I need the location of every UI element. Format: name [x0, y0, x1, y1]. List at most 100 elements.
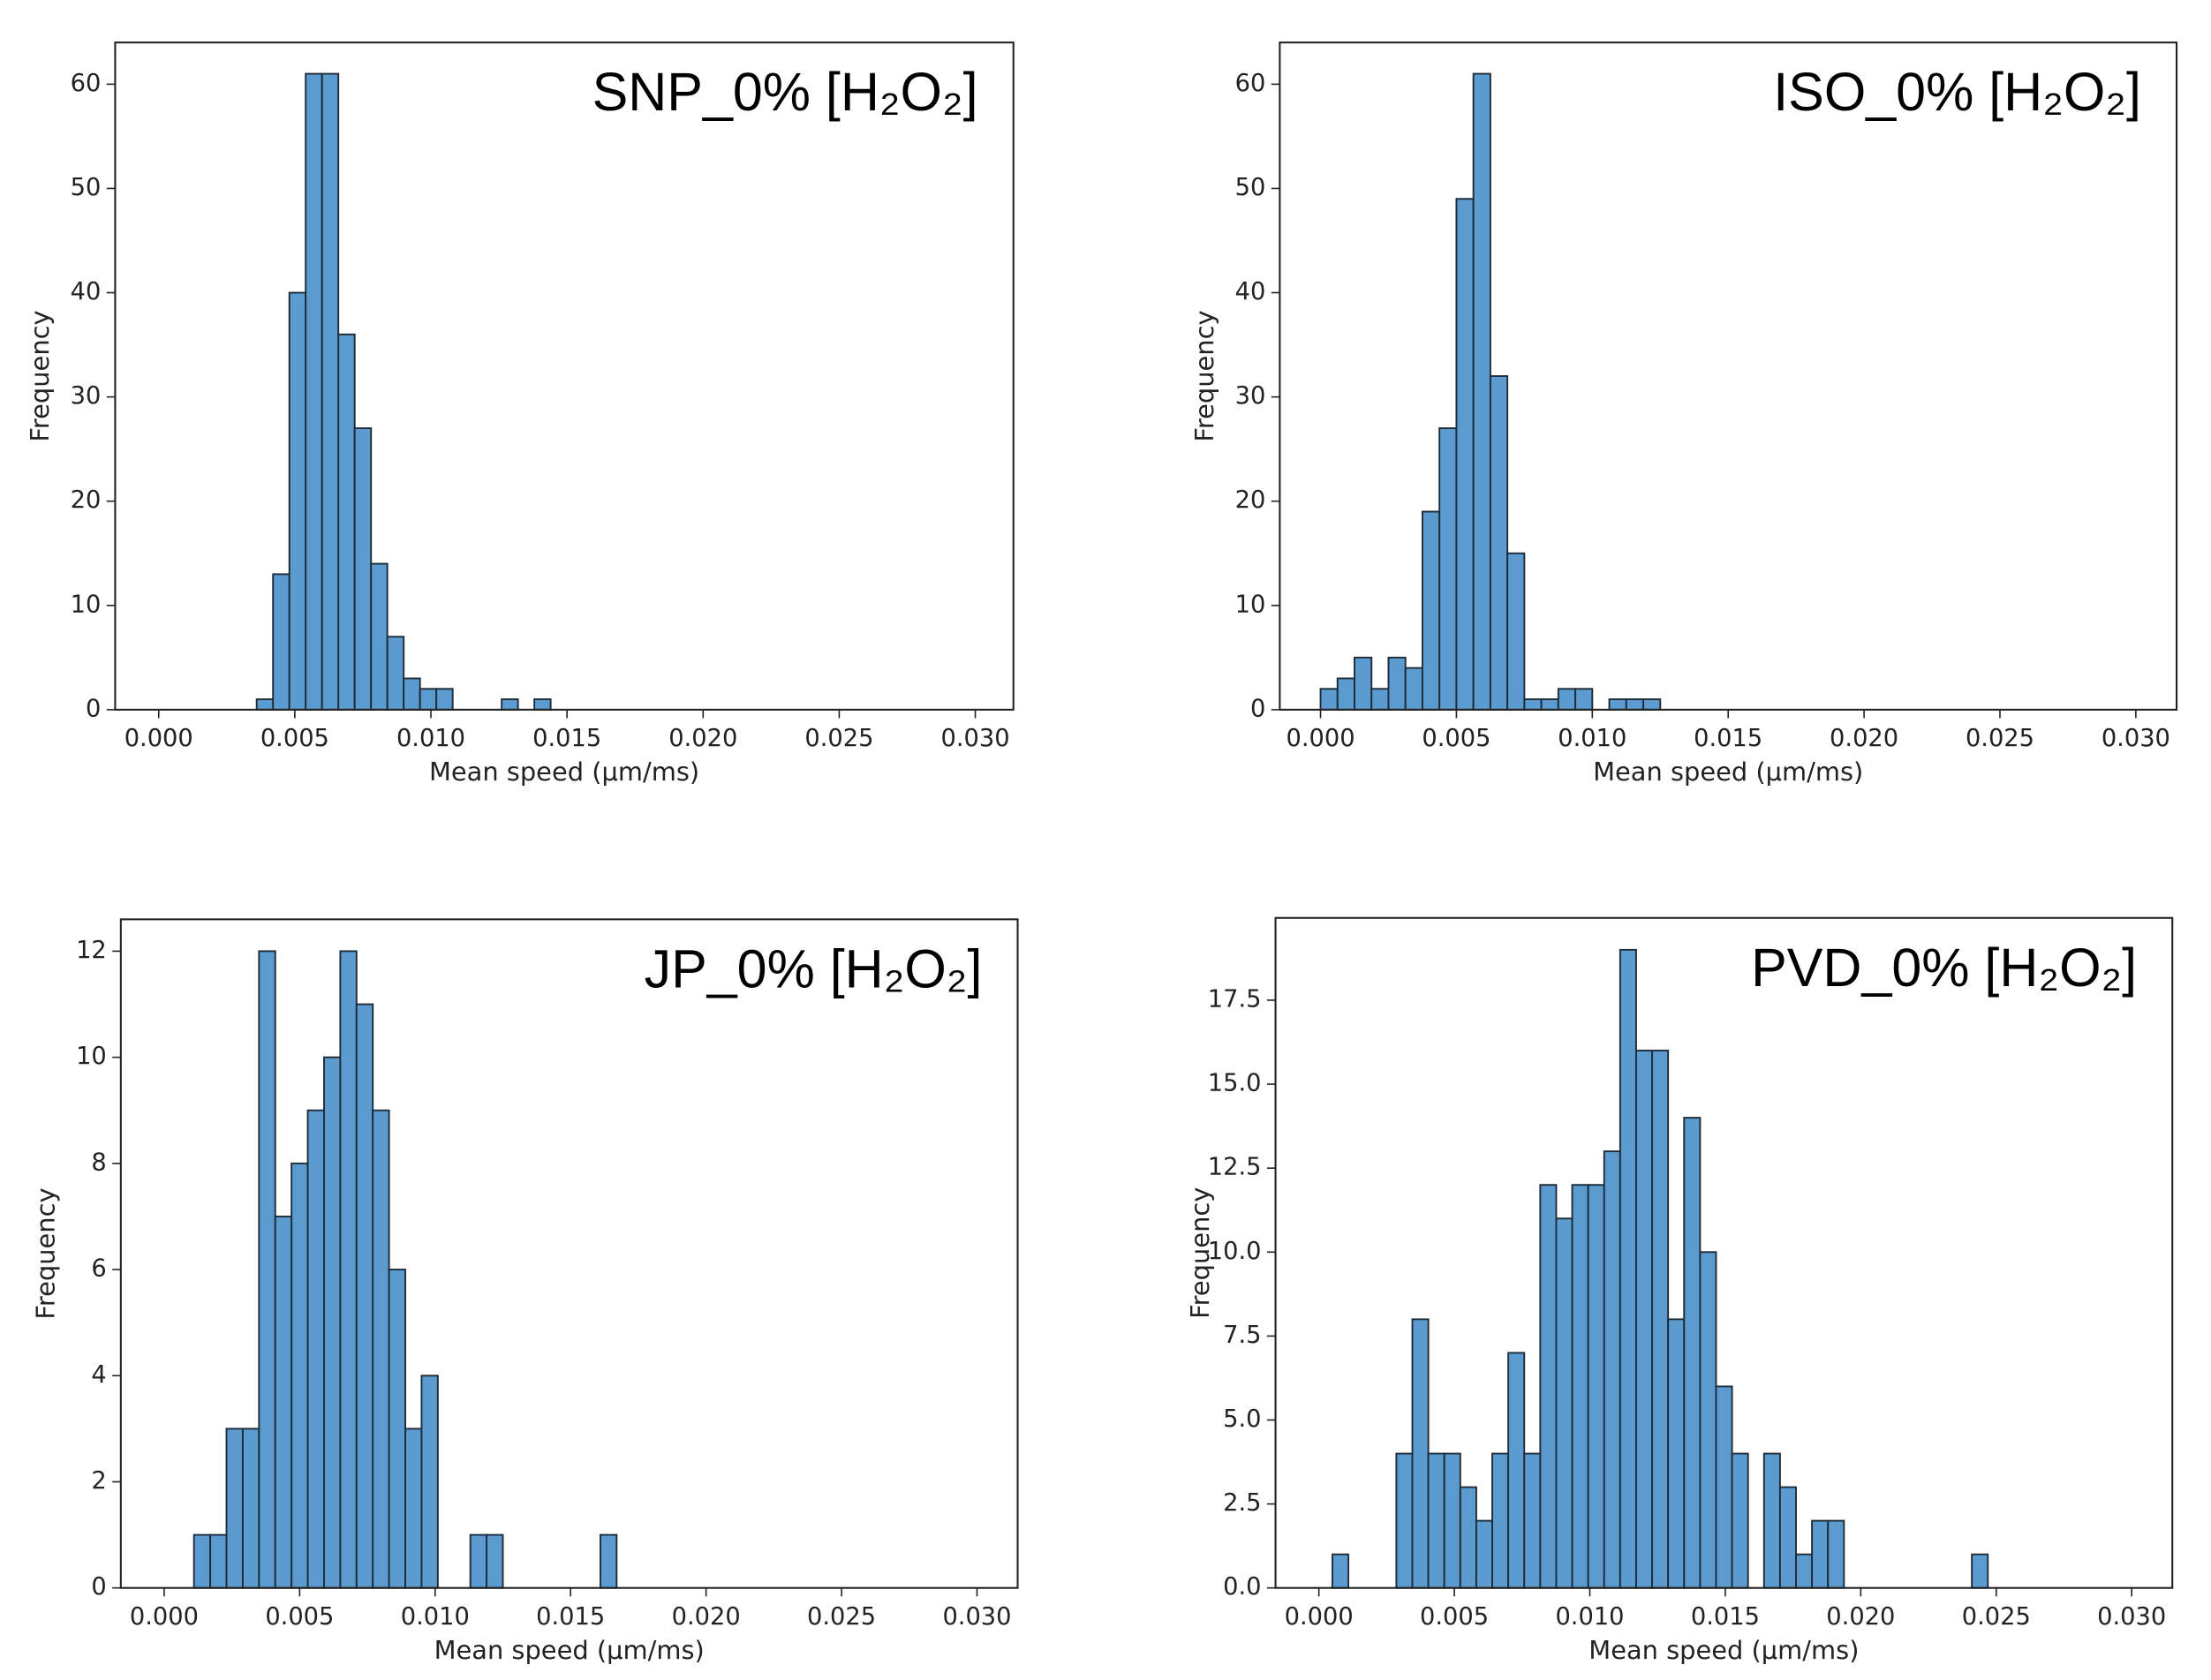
bar: [1443, 1452, 1461, 1589]
bar: [1571, 1184, 1589, 1589]
x-tick-label: 0.005: [260, 725, 329, 752]
y-tick-label: 50: [1235, 174, 1266, 201]
x-tick-label: 0.015: [1694, 725, 1762, 752]
bar: [1404, 667, 1423, 711]
bar: [1491, 1452, 1510, 1589]
bar: [1506, 552, 1526, 711]
y-tick-label: 2: [91, 1467, 106, 1495]
bar: [1387, 656, 1407, 711]
y-tick-label: 10.0: [1208, 1238, 1262, 1265]
y-tick-label: 10: [71, 591, 102, 618]
bar: [372, 1109, 390, 1589]
y-tick-label: 15.0: [1208, 1070, 1262, 1097]
bar: [435, 688, 454, 711]
bar: [241, 1428, 260, 1589]
bar: [1778, 1486, 1797, 1589]
x-tick-label: 0.030: [2102, 725, 2170, 752]
bar: [1319, 688, 1339, 711]
bar: [370, 562, 389, 711]
x-axis-label: Mean speed (µm/ms): [1588, 1635, 1859, 1665]
bar: [1795, 1553, 1814, 1589]
x-tick-label: 0.030: [941, 725, 1010, 752]
bar: [305, 72, 323, 711]
y-tick-label: 8: [91, 1149, 106, 1176]
bar: [1438, 427, 1458, 711]
bar: [1507, 1352, 1526, 1589]
x-tick-label: 0.000: [125, 725, 193, 752]
chart-title: SNP_0% [H₂O₂]: [592, 62, 978, 122]
bar: [600, 1533, 618, 1589]
y-tick-label: 20: [1235, 486, 1266, 514]
x-tick-label: 0.020: [672, 1603, 741, 1631]
y-tick-label: 2.5: [1223, 1489, 1261, 1517]
x-tick-label: 0.015: [1691, 1603, 1760, 1631]
y-tick-label: 0.0: [1223, 1573, 1261, 1601]
y-tick-label: 30: [71, 382, 102, 410]
bar: [225, 1428, 244, 1589]
bar: [337, 333, 356, 711]
bar: [1472, 72, 1491, 711]
subplot: 0.000 0.005 0.010 0.015 0.020 0.025 0.030 0 10 20…: [25, 41, 1015, 787]
y-tick-label: 50: [71, 174, 102, 201]
bar: [1395, 1452, 1414, 1589]
bar: [1699, 1251, 1717, 1589]
x-tick-label: 0.015: [536, 1603, 605, 1631]
x-tick-label: 0.005: [1420, 1603, 1489, 1631]
bar: [291, 1162, 309, 1589]
x-tick-label: 0.005: [1422, 725, 1490, 752]
bar: [1411, 1318, 1430, 1589]
bar: [323, 1056, 342, 1589]
bar: [1332, 1553, 1350, 1589]
bar: [1642, 698, 1662, 711]
bar: [306, 1109, 325, 1589]
x-tick-label: 0.025: [807, 1603, 876, 1631]
y-tick-label: 7.5: [1223, 1322, 1261, 1349]
bar: [255, 698, 275, 711]
bar: [321, 72, 340, 711]
y-axis-label: Frequency: [1189, 310, 1219, 441]
bar: [1635, 1050, 1654, 1589]
bar: [1619, 948, 1637, 1589]
x-tick-label: 0.030: [942, 1603, 1011, 1631]
bar: [355, 1003, 374, 1589]
x-tick-label: 0.000: [1285, 1603, 1354, 1631]
bar: [1354, 656, 1373, 711]
x-tick-label: 0.020: [1826, 1603, 1895, 1631]
bar: [1523, 1452, 1542, 1589]
y-tick-label: 0: [86, 695, 101, 722]
x-tick-label: 0.025: [804, 725, 873, 752]
bar: [1539, 1184, 1558, 1589]
y-tick-label: 4: [91, 1361, 106, 1389]
bar: [353, 427, 373, 711]
y-tick-label: 40: [1235, 278, 1266, 305]
bar: [1489, 375, 1509, 711]
y-tick-label: 10: [76, 1043, 107, 1070]
y-tick-label: 20: [71, 486, 102, 514]
chart-title: PVD_0% [H₂O₂]: [1751, 938, 2137, 998]
y-tick-label: 10: [1235, 591, 1266, 618]
plot-frame: [119, 918, 1019, 1589]
bar: [1336, 677, 1355, 711]
x-tick-label: 0.010: [396, 725, 465, 752]
y-tick-label: 60: [1235, 70, 1266, 97]
bar: [1475, 1519, 1493, 1589]
y-tick-label: 0: [91, 1573, 106, 1601]
bar: [419, 688, 438, 711]
y-tick-label: 40: [71, 278, 102, 305]
x-tick-label: 0.020: [1830, 725, 1898, 752]
bar: [1683, 1117, 1702, 1589]
bar: [1459, 1486, 1477, 1589]
bar: [209, 1533, 228, 1589]
bar: [274, 1215, 293, 1589]
bar: [1555, 1217, 1573, 1589]
y-tick-label: 0: [1250, 695, 1265, 722]
subplot: 0.000 0.005 0.010 0.015 0.020 0.025 0.030 0.0 2.…: [1185, 916, 2174, 1665]
x-tick-label: 0.030: [2097, 1603, 2166, 1631]
bar: [1715, 1385, 1733, 1589]
bar: [1455, 198, 1475, 711]
bar: [1731, 1452, 1749, 1589]
x-axis-label: Mean speed (µm/ms): [434, 1635, 705, 1665]
x-tick-label: 0.010: [1558, 725, 1626, 752]
bar: [1540, 698, 1559, 711]
